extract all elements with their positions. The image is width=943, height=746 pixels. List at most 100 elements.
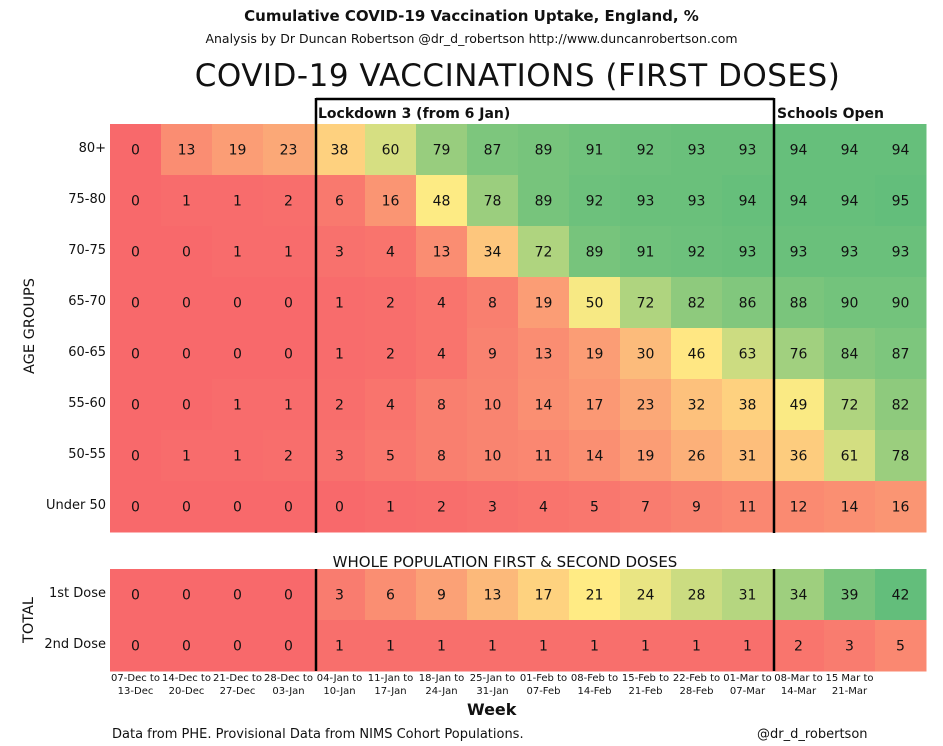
heatmap-cell [161, 328, 213, 380]
heatmap-cell [110, 226, 162, 278]
row-label-age: 65-70 [68, 293, 106, 309]
cell-value-label: 1 [641, 639, 650, 655]
heatmap-cell [314, 379, 366, 431]
cell-value-label: 4 [539, 500, 548, 516]
cell-value-label: 23 [637, 398, 655, 414]
cell-value-label: 87 [892, 347, 910, 363]
cell-value-label: 0 [131, 245, 140, 261]
cell-value-label: 38 [331, 143, 349, 159]
cell-value-label: 1 [182, 194, 191, 210]
cell-value-label: 78 [484, 194, 502, 210]
heatmap-cell [365, 430, 417, 482]
cell-value-label: 14 [586, 449, 604, 465]
cell-value-label: 48 [433, 194, 451, 210]
heatmap-cell [467, 481, 519, 533]
heatmap-cell [620, 481, 672, 533]
heatmap-cell [518, 379, 570, 431]
cell-value-label: 1 [335, 639, 344, 655]
heatmap-cell [416, 569, 468, 621]
heatmap-cell [110, 481, 162, 533]
x-tick-label: 25-Jan to 31-Jan [469, 673, 516, 697]
cell-value-label: 8 [437, 449, 446, 465]
cell-value-label: 34 [484, 245, 502, 261]
cell-value-label: 1 [284, 245, 293, 261]
cell-value-label: 21 [586, 588, 604, 604]
heatmap-cell [824, 328, 876, 380]
heatmap-cell [875, 481, 927, 533]
cell-value-label: 2 [386, 347, 395, 363]
heatmap-cell [569, 379, 621, 431]
heatmap-cell [314, 175, 366, 227]
x-tick-label: 22-Feb to 28-Feb [672, 673, 721, 697]
cell-value-label: 13 [178, 143, 196, 159]
x-tick-label: 11-Jan to 17-Jan [367, 673, 414, 697]
cell-value-label: 4 [386, 245, 395, 261]
cell-value-label: 0 [131, 143, 140, 159]
cell-value-label: 10 [484, 398, 502, 414]
heatmap-cell [161, 124, 213, 176]
footer-handle: @dr_d_robertson [757, 727, 868, 742]
cell-value-label: 0 [182, 347, 191, 363]
cell-value-label: 93 [688, 194, 706, 210]
heatmap-cell [467, 379, 519, 431]
heatmap-cell [314, 481, 366, 533]
heatmap-cell [416, 124, 468, 176]
heatmap-cell [569, 481, 621, 533]
cell-value-label: 0 [182, 639, 191, 655]
cell-value-label: 3 [335, 449, 344, 465]
cell-value-label: 26 [688, 449, 706, 465]
heatmap-cell [773, 277, 825, 329]
heatmap-cell [773, 620, 825, 672]
cell-value-label: 5 [386, 449, 395, 465]
cell-value-label: 24 [637, 588, 655, 604]
heatmap-cell [467, 569, 519, 621]
heatmap-cell [161, 226, 213, 278]
heatmap-cell [467, 124, 519, 176]
cell-value-label: 1 [233, 194, 242, 210]
x-tick-label: 08-Feb to 14-Feb [570, 673, 619, 697]
cell-value-label: 12 [790, 500, 808, 516]
x-axis-title: Week [467, 700, 517, 719]
cell-value-label: 90 [841, 296, 859, 312]
heatmap-cell [263, 620, 315, 672]
cell-value-label: 1 [233, 449, 242, 465]
cell-value-label: 9 [437, 588, 446, 604]
cell-value-label: 2 [386, 296, 395, 312]
heatmap-cell [212, 175, 264, 227]
cell-value-label: 1 [692, 639, 701, 655]
heatmap-cell [365, 277, 417, 329]
cell-value-label: 63 [739, 347, 757, 363]
heatmap-cell [569, 226, 621, 278]
heatmap-cell [110, 175, 162, 227]
cell-value-label: 88 [790, 296, 808, 312]
cell-value-label: 0 [131, 347, 140, 363]
cell-value-label: 34 [790, 588, 808, 604]
heatmap-cell [620, 277, 672, 329]
heatmap-cell [722, 379, 774, 431]
heatmap-cell [518, 430, 570, 482]
heatmap-cell [773, 481, 825, 533]
cell-value-label: 6 [386, 588, 395, 604]
heatmap-cell [416, 379, 468, 431]
cell-value-label: 89 [586, 245, 604, 261]
heatmap-cell [263, 430, 315, 482]
x-tick-label: 01-Mar to 07-Mar [723, 673, 772, 697]
x-tick-label: 08-Mar to 14-Mar [774, 673, 823, 697]
cell-value-label: 19 [586, 347, 604, 363]
cell-value-label: 11 [739, 500, 757, 516]
heatmap-cell [416, 226, 468, 278]
cell-value-label: 2 [284, 194, 293, 210]
cell-value-label: 5 [590, 500, 599, 516]
heatmap-cell [620, 379, 672, 431]
cell-value-label: 13 [535, 347, 553, 363]
heatmap-cell [824, 277, 876, 329]
cell-value-label: 2 [437, 500, 446, 516]
cell-value-label: 0 [182, 245, 191, 261]
cell-value-label: 2 [284, 449, 293, 465]
cell-value-label: 13 [484, 588, 502, 604]
row-label-age: 80+ [78, 140, 106, 156]
cell-value-label: 92 [688, 245, 706, 261]
x-tick-label: 18-Jan to 24-Jan [418, 673, 465, 697]
cell-value-label: 0 [131, 500, 140, 516]
heatmap-cell [161, 481, 213, 533]
